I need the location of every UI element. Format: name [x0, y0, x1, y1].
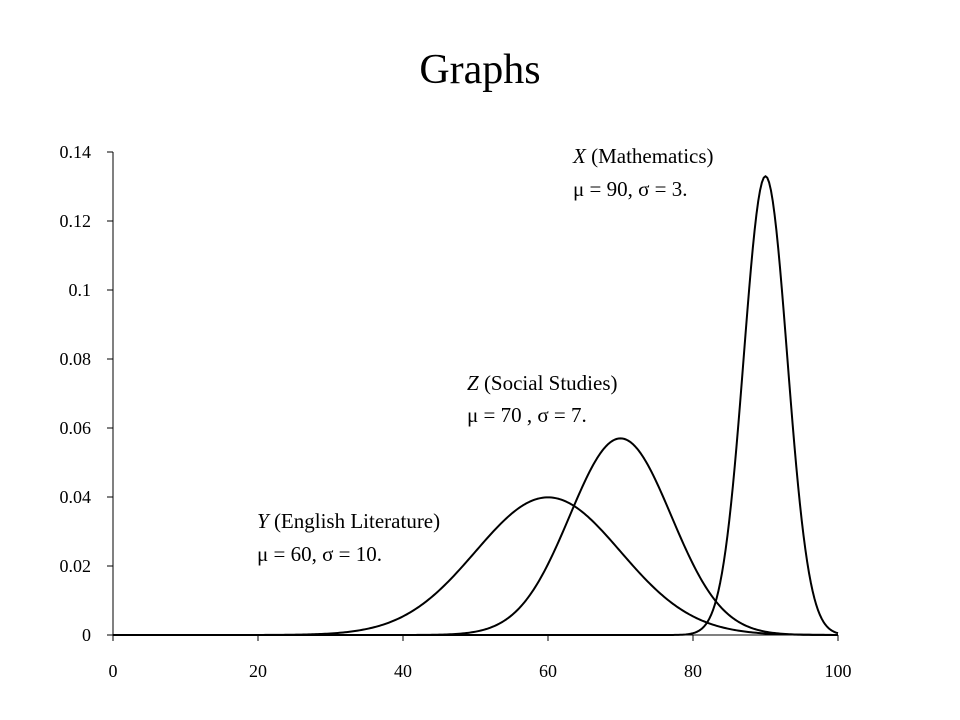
x-tick-label: 20 — [249, 661, 267, 681]
x-tick-label: 0 — [109, 661, 118, 681]
y-tick-label: 0.08 — [60, 349, 92, 369]
annotation-params: μ = 70 , σ = 7. — [467, 403, 587, 427]
annotation-subject: (Social Studies) — [479, 371, 618, 395]
y-tick-label: 0 — [82, 625, 91, 645]
annotation-params: μ = 90, σ = 3. — [573, 177, 688, 201]
y-tick-label: 0.06 — [60, 418, 92, 438]
y-tick-label: 0.14 — [60, 142, 92, 162]
annotation-subject: (Mathematics) — [586, 144, 714, 168]
curve-series-2 — [113, 175, 839, 636]
y-tick-label: 0.04 — [60, 487, 92, 507]
page-title: Graphs — [419, 47, 541, 93]
chart-curves — [113, 175, 839, 636]
y-tick-label: 0.1 — [69, 280, 92, 300]
annotation-title: Y (English Literature) — [257, 509, 440, 533]
annotation-symbol: Z — [467, 371, 479, 395]
annotation-subject: (English Literature) — [269, 509, 440, 533]
annotation-title: Z (Social Studies) — [467, 371, 618, 395]
y-tick-label: 0.02 — [60, 556, 92, 576]
y-tick-label: 0.12 — [60, 211, 92, 231]
annotation-symbol: Y — [257, 509, 271, 533]
annotation-symbol: X — [572, 144, 587, 168]
x-tick-label: 40 — [394, 661, 412, 681]
x-tick-label: 100 — [825, 661, 852, 681]
x-tick-label: 80 — [684, 661, 702, 681]
chart-ticks: 0 0.02 0.04 0.06 0.08 0.1 0.12 0.14 0 20 40 60 80 100 — [60, 142, 852, 681]
annotation-params: μ = 60, σ = 10. — [257, 542, 382, 566]
chart-annotations: Y (English Literature) μ = 60, σ = 10. Z (… — [257, 144, 714, 566]
x-tick-label: 60 — [539, 661, 557, 681]
curve-series-1 — [113, 437, 838, 636]
annotation-title: X (Mathematics) — [572, 144, 714, 168]
